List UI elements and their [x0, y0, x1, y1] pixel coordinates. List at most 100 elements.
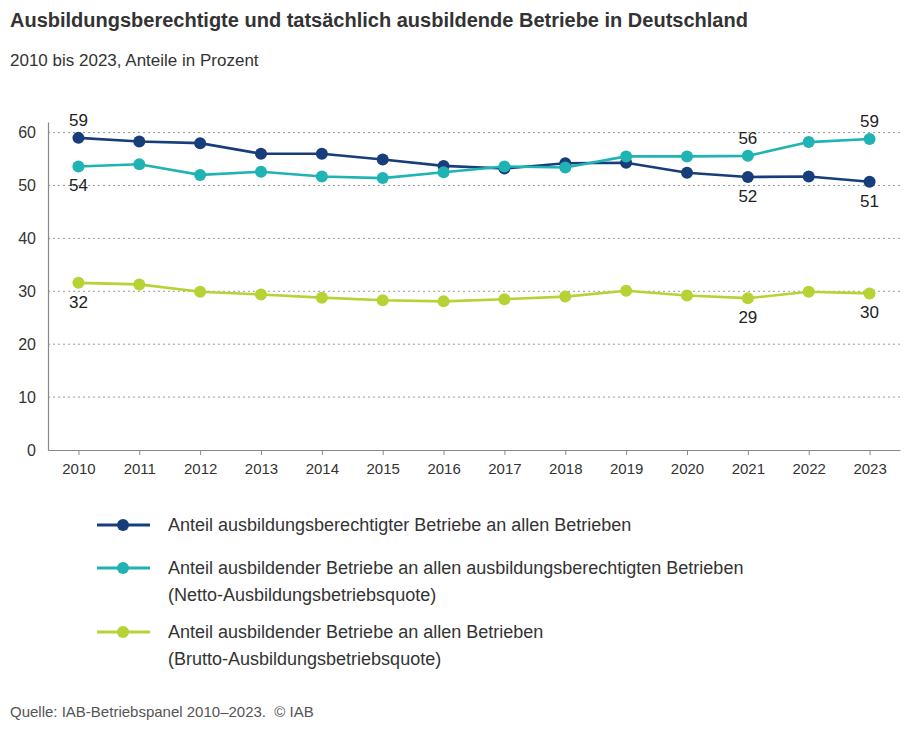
- x-tick-mark: [626, 450, 627, 455]
- title: Ausbildungsberechtigte und tatsächlich a…: [10, 9, 748, 31]
- x-tick-mark: [444, 450, 445, 455]
- series-point: [377, 294, 389, 306]
- x-tick-mark: [809, 450, 810, 455]
- x-tick-mark: [322, 450, 323, 455]
- x-axis: 2010 2011 2012 2013 2014 2015 2016 2017 2018 2019…: [49, 450, 901, 477]
- legend-label-line: (Netto-Ausbildungsbetriebsquote): [168, 585, 436, 605]
- y-tick-label: 10: [18, 389, 36, 406]
- x-tick: 2019: [610, 450, 643, 477]
- series-point: [194, 169, 206, 181]
- legend-marker: [117, 626, 129, 638]
- series-point: [681, 150, 693, 162]
- legend-item: Anteil ausbildungsberechtigter Betriebe …: [97, 515, 631, 535]
- series-point: [864, 287, 876, 299]
- x-tick-mark: [687, 450, 688, 455]
- series-point: [194, 137, 206, 149]
- series-point: [316, 292, 328, 304]
- data-label: 54: [69, 176, 88, 195]
- y-tick-label: 60: [18, 124, 36, 141]
- legend-item: Anteil ausbildender Betriebe an allen au…: [97, 558, 743, 605]
- x-tick: 2020: [671, 450, 704, 477]
- legend-marker: [117, 562, 129, 574]
- x-tick: 2016: [427, 450, 460, 477]
- y-tick: 20: [18, 336, 48, 353]
- y-tick-label: 0: [27, 442, 36, 459]
- series-point: [255, 166, 267, 178]
- series-point: [681, 167, 693, 179]
- grid-line: [48, 397, 900, 398]
- x-tick-mark: [504, 450, 505, 455]
- y-tick-label: 20: [18, 336, 36, 353]
- legend-label-line: Anteil ausbildender Betriebe an allen au…: [168, 558, 743, 578]
- x-tick: 2011: [124, 450, 156, 477]
- series-point: [864, 133, 876, 145]
- y-tick: 0: [27, 442, 48, 459]
- data-label: 59: [69, 111, 88, 130]
- x-tick: 2010: [62, 450, 95, 477]
- series-point: [194, 286, 206, 298]
- x-tick: 2015: [367, 450, 400, 477]
- legend-label: Anteil ausbildender Betriebe an allen au…: [168, 558, 743, 605]
- x-tick: 2021: [732, 450, 765, 477]
- series-point: [133, 158, 145, 170]
- legend-label: Anteil ausbildungsberechtigter Betriebe …: [168, 515, 631, 535]
- y-axis: 0102030405060: [18, 123, 48, 459]
- series-point: [559, 161, 571, 173]
- y-tick: 30: [18, 283, 48, 300]
- plot-area: [72, 132, 875, 307]
- series-point: [620, 150, 632, 162]
- x-tick-label: 2014: [306, 460, 339, 477]
- x-tick-mark: [139, 450, 140, 455]
- axis-line: [48, 123, 49, 451]
- series-point: [742, 171, 754, 183]
- grid-line: [48, 291, 900, 292]
- x-tick-mark: [383, 450, 384, 455]
- series-point: [864, 176, 876, 188]
- x-tick-label: 2019: [610, 460, 643, 477]
- legend: Anteil ausbildungsberechtigter Betriebe …: [97, 515, 743, 669]
- series-point: [133, 278, 145, 290]
- x-tick: 2022: [793, 450, 826, 477]
- x-tick-label: 2018: [549, 460, 582, 477]
- series-point: [133, 136, 145, 148]
- data-label: 59: [860, 112, 879, 131]
- data-label: 29: [738, 308, 757, 327]
- x-tick-mark: [200, 450, 201, 455]
- x-tick-label: 2013: [245, 460, 278, 477]
- x-tick: 2014: [306, 450, 339, 477]
- data-label: 30: [860, 303, 879, 322]
- chart: Ausbildungsberechtigte und tatsächlich a…: [0, 0, 914, 741]
- series-point: [255, 148, 267, 160]
- x-tick-label: 2017: [488, 460, 521, 477]
- x-tick: 2023: [853, 450, 886, 477]
- x-tick: 2012: [184, 450, 217, 477]
- x-tick: 2013: [245, 450, 278, 477]
- grid-line: [48, 132, 900, 133]
- data-label: 51: [860, 192, 879, 211]
- grid-line: [48, 238, 900, 239]
- series-point: [742, 150, 754, 162]
- grid: [48, 133, 900, 398]
- series-point: [438, 166, 450, 178]
- series-point: [255, 288, 267, 300]
- series-point: [72, 277, 84, 289]
- legend-label-line: Anteil ausbildungsberechtigter Betriebe …: [168, 515, 631, 535]
- source: Quelle: IAB-Betriebspanel 2010–2023. © I…: [10, 703, 314, 720]
- y-tick: 10: [18, 389, 48, 406]
- series-point: [803, 136, 815, 148]
- series-point: [377, 172, 389, 184]
- x-tick-mark: [870, 450, 871, 455]
- x-tick-label: 2016: [427, 460, 460, 477]
- series-point: [559, 291, 571, 303]
- series-point: [316, 170, 328, 182]
- grid-line: [48, 185, 900, 186]
- y-tick: 40: [18, 230, 48, 247]
- x-tick-label: 2011: [124, 460, 156, 477]
- x-tick-label: 2020: [671, 460, 704, 477]
- legend-marker: [117, 519, 129, 531]
- x-tick: 2018: [549, 450, 582, 477]
- x-tick-mark: [261, 450, 262, 455]
- series-point: [681, 290, 693, 302]
- x-tick-label: 2023: [853, 460, 886, 477]
- x-tick-label: 2010: [62, 460, 95, 477]
